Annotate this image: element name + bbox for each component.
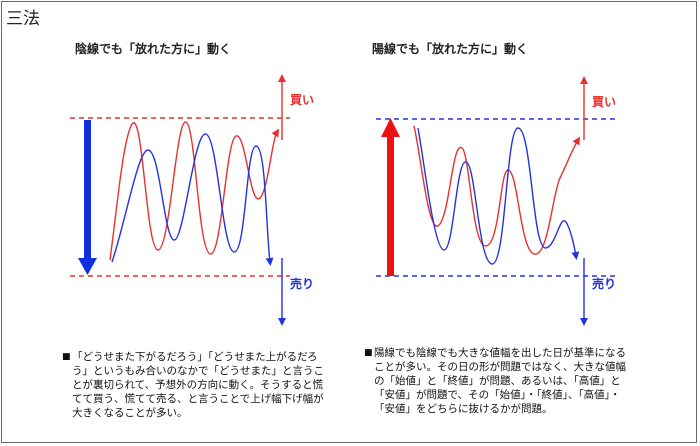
right-diagram bbox=[376, 76, 616, 326]
page-title: 三法 bbox=[6, 9, 40, 29]
right-note-bullet: ■ bbox=[364, 348, 373, 358]
left-buy-label: 買い bbox=[290, 93, 314, 107]
left-note: ■ 「どうせまた下がるだろう」「どうせまた上がるだろう」というもみ合いのなかで「… bbox=[62, 350, 330, 420]
left-note-text: 「どうせまた下がるだろう」「どうせまた上がるだろう」というもみ合いのなかで「どう… bbox=[72, 351, 324, 419]
right-sell-label: 売り bbox=[592, 276, 616, 291]
left-diagram bbox=[70, 74, 290, 326]
right-big-up-arrow bbox=[381, 118, 400, 276]
right-note: ■ 陽線でも陰線でも大きな値幅を出した日が基準になることが多い。その日の形が問題… bbox=[364, 346, 628, 416]
left-note-bullet: ■ bbox=[62, 352, 71, 362]
left-big-down-arrow bbox=[78, 120, 97, 275]
right-buy-label: 買い bbox=[592, 95, 616, 109]
right-red-price-line bbox=[413, 125, 581, 255]
right-note-text: 陽線でも陰線でも大きな値幅を出した日が基準になることが多い。その日の形が問題では… bbox=[374, 347, 626, 415]
left-panel-title: 陰線でも「放れた方に」動く bbox=[75, 42, 232, 56]
left-sell-label: 売り bbox=[290, 276, 314, 291]
right-panel-title: 陽線でも「放れた方に」動く bbox=[372, 42, 529, 56]
left-blue-price-line bbox=[111, 133, 274, 266]
right-blue-price-line bbox=[417, 127, 580, 265]
left-red-price-line bbox=[109, 121, 280, 261]
